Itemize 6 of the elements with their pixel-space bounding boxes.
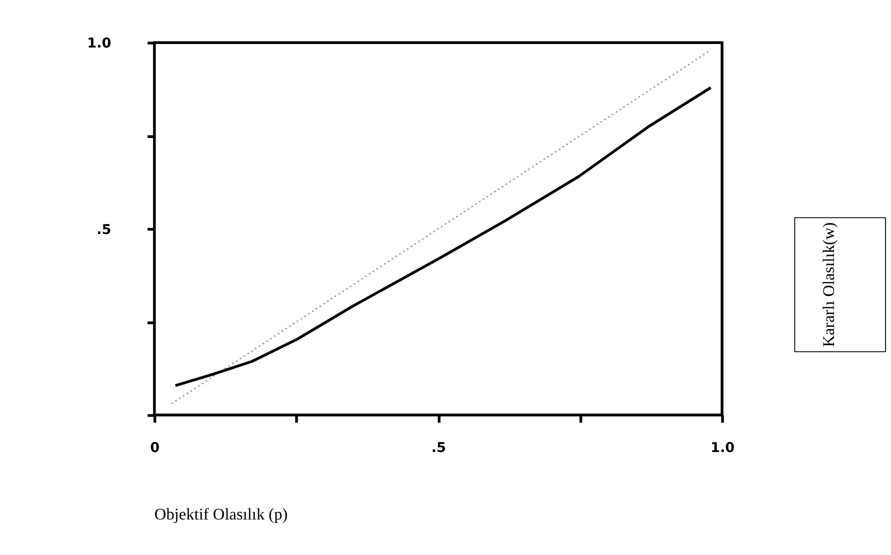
x-tick-label: .5 xyxy=(431,440,446,456)
x-tick-label: 0 xyxy=(150,440,160,456)
line-series xyxy=(174,86,712,387)
text: Kararlı Olasılık(w) xyxy=(818,222,838,348)
x-axis-title: Objektif Olasılık (p) xyxy=(154,504,288,524)
x-tick-label: 1.0 xyxy=(710,440,735,456)
